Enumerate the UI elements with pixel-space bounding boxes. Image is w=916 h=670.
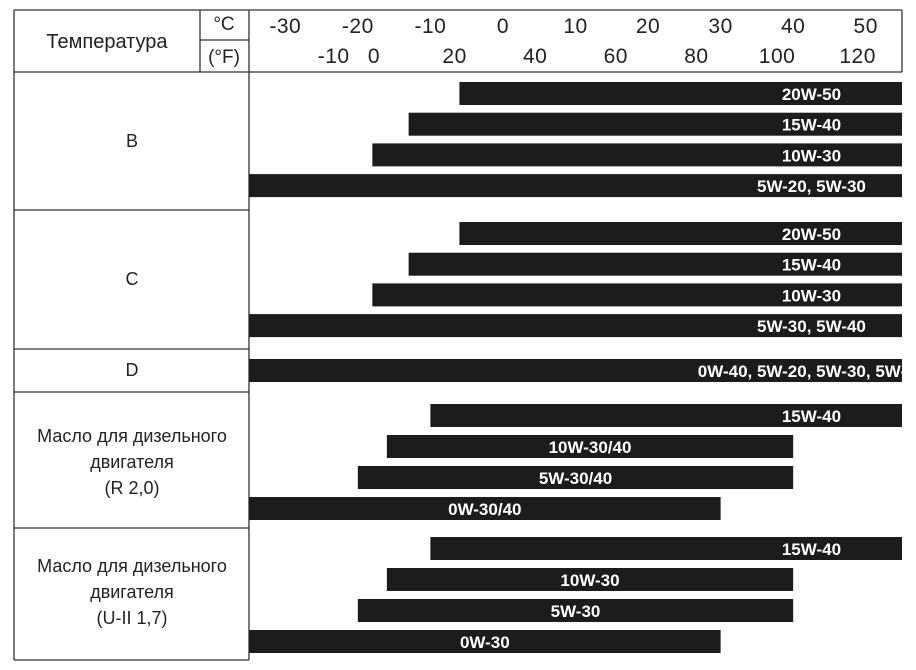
bar-label: 10W-30/40	[549, 438, 632, 457]
celsius-unit-label: °C	[213, 14, 234, 35]
viscosity-bar	[249, 359, 902, 382]
fahrenheit-tick-label: 40	[523, 45, 547, 68]
viscosity-bar	[249, 174, 902, 198]
group-4: Масло для дизельного двигателя (R 2,0) 15W-…	[37, 404, 902, 520]
viscosity-bar	[386, 435, 794, 458]
bar-label: 10W-30	[560, 571, 619, 590]
group-label-line: двигателя	[90, 582, 174, 602]
group-label-line: (R 2,0)	[104, 478, 159, 498]
celsius-tick-label: 10	[563, 15, 587, 38]
group-label-line: двигателя	[90, 452, 174, 472]
group-5: Масло для дизельного двигателя (U-II 1,7) 1…	[37, 537, 902, 653]
fahrenheit-tick-label: 0	[368, 45, 380, 68]
bar-label: 15W-40	[782, 116, 841, 135]
celsius-tick-label: 0	[497, 15, 509, 38]
bar-label: 0W-40, 5W-20, 5W-30, 5W-40	[698, 362, 916, 381]
bar-label: 5W-30/40	[539, 469, 612, 488]
viscosity-bar	[249, 497, 721, 520]
fahrenheit-tick-labels: -10 0 20 40 60 80 100 120	[318, 45, 876, 68]
viscosity-bar	[249, 314, 902, 338]
group-2: C 20W-50 15W-40 10W-30 5W-30, 5W-40	[126, 222, 902, 338]
group-label: C	[126, 269, 139, 289]
fahrenheit-tick-label: -10	[318, 45, 350, 68]
group-label: D	[126, 360, 139, 380]
group-label-line: Масло для дизельного	[37, 426, 227, 446]
viscosity-bar	[386, 568, 794, 591]
celsius-tick-label: 20	[636, 15, 660, 38]
fahrenheit-unit-label: (°F)	[208, 47, 240, 68]
viscosity-bar	[357, 466, 794, 489]
bar-label: 10W-30	[782, 146, 841, 165]
bar-label: 15W-40	[782, 256, 841, 275]
group-3: D 0W-40, 5W-20, 5W-30, 5W-40	[126, 359, 916, 382]
bar-label: 15W-40	[782, 540, 841, 559]
viscosity-bar	[372, 143, 902, 167]
celsius-tick-label: -30	[269, 15, 301, 38]
celsius-tick-labels: -30 -20 -10 0 10 20 30 40 50	[269, 15, 878, 38]
celsius-tick-label: -20	[342, 15, 374, 38]
bar-groups: B 20W-50 15W-40 10W-30 5W-20, 5W-30 C 20W-50 15…	[37, 82, 916, 653]
viscosity-bar	[249, 630, 721, 653]
celsius-tick-label: 50	[854, 15, 878, 38]
header-title: Температура	[46, 31, 168, 53]
header-frame	[13, 9, 903, 73]
viscosity-bar	[430, 537, 902, 560]
fahrenheit-tick-label: 20	[442, 45, 466, 68]
celsius-tick-label: -10	[414, 15, 446, 38]
viscosity-bar	[372, 283, 902, 307]
bar-label: 10W-30	[782, 286, 841, 305]
celsius-tick-label: 30	[708, 15, 732, 38]
celsius-tick-label: 40	[781, 15, 805, 38]
bar-label: 5W-30	[551, 602, 601, 621]
bar-label: 20W-50	[782, 225, 841, 244]
bar-label: 15W-40	[782, 407, 841, 426]
fahrenheit-tick-label: 60	[604, 45, 628, 68]
bar-label: 5W-20, 5W-30	[757, 177, 866, 196]
fahrenheit-tick-label: 100	[759, 45, 796, 68]
bar-label: 0W-30/40	[448, 500, 521, 519]
group-label: B	[126, 131, 138, 151]
viscosity-bar	[408, 112, 902, 136]
viscosity-bar	[459, 222, 902, 245]
fahrenheit-tick-label: 120	[839, 45, 876, 68]
group-label-line: (U-II 1,7)	[96, 608, 167, 628]
group-label-line: Масло для дизельного	[37, 556, 227, 576]
fahrenheit-tick-label: 80	[684, 45, 708, 68]
viscosity-bar	[459, 82, 902, 105]
viscosity-bar	[430, 404, 902, 427]
group-1: B 20W-50 15W-40 10W-30 5W-20, 5W-30	[126, 82, 902, 198]
bar-label: 0W-30	[460, 633, 510, 652]
bar-label: 5W-30, 5W-40	[757, 317, 866, 336]
viscosity-bar	[357, 599, 794, 622]
viscosity-bar	[408, 252, 902, 276]
bar-label: 20W-50	[782, 85, 841, 104]
